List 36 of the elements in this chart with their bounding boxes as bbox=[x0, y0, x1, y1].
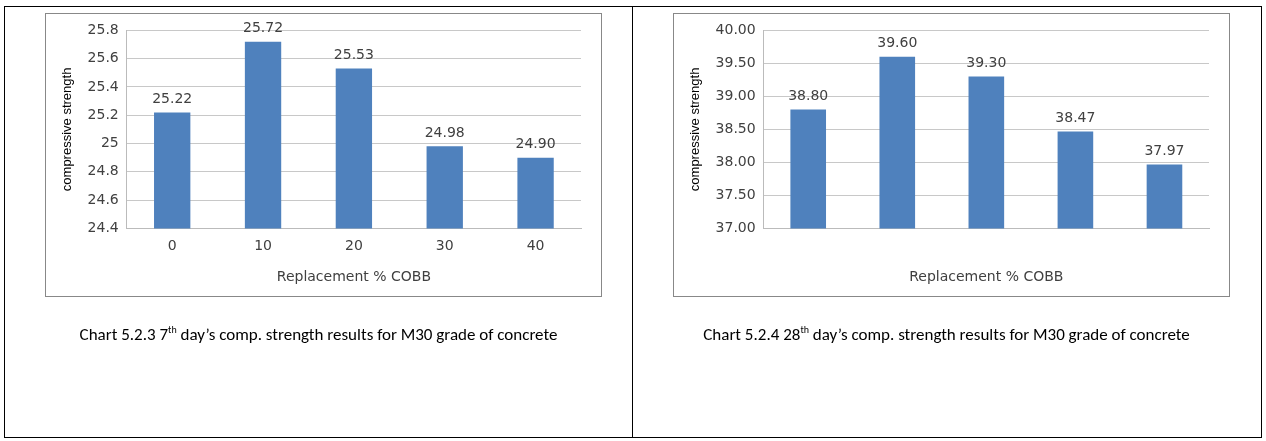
y-tick-label: 24.8 bbox=[87, 162, 119, 179]
x-axis-title: Replacement % COBB bbox=[276, 268, 431, 285]
y-tick-label: 37.50 bbox=[715, 186, 756, 203]
y-axis-title: compressive strength bbox=[687, 67, 703, 192]
y-tick-label: 24.6 bbox=[87, 190, 119, 207]
data-label: 39.60 bbox=[877, 34, 918, 51]
data-label: 38.80 bbox=[788, 87, 829, 104]
y-axis-title: compressive strength bbox=[59, 67, 75, 192]
x-axis-title: Replacement % COBB bbox=[909, 268, 1064, 285]
data-label: 24.90 bbox=[515, 135, 556, 152]
y-tick-label: 25.4 bbox=[87, 77, 119, 94]
caption: Chart 5.2.3 7$^{th}$ day’s comp. strength results for M30 grade of concrete bbox=[78, 322, 559, 347]
y-tick-label: 37.00 bbox=[715, 219, 756, 236]
data-label: 25.22 bbox=[152, 90, 193, 107]
data-label: 38.47 bbox=[1055, 109, 1096, 126]
y-tick-label: 40.00 bbox=[715, 21, 756, 38]
data-label: 25.72 bbox=[242, 19, 284, 36]
y-tick-label: 38.50 bbox=[715, 120, 756, 137]
data-label: 37.97 bbox=[1144, 142, 1185, 159]
data-label: 25.53 bbox=[333, 46, 374, 63]
data-label: 39.30 bbox=[966, 54, 1007, 71]
x-tick-label: 40 bbox=[526, 237, 545, 254]
y-tick-label: 38.00 bbox=[715, 153, 756, 170]
x-tick-label: 30 bbox=[435, 237, 454, 254]
x-tick-label: 20 bbox=[344, 237, 363, 254]
caption: Chart 5.2.4 28$^{th}$ day’s comp. strength results for M30 grade of concrete bbox=[702, 322, 1191, 347]
y-tick-label: 25.2 bbox=[87, 105, 119, 122]
y-tick-label: 25.8 bbox=[87, 21, 119, 38]
y-tick-label: 39.50 bbox=[715, 54, 756, 71]
data-label: 24.98 bbox=[424, 124, 465, 141]
x-tick-label: 10 bbox=[254, 237, 272, 254]
y-tick-label: 25.6 bbox=[87, 49, 119, 66]
y-tick-label: 25 bbox=[100, 134, 119, 151]
y-tick-label: 39.00 bbox=[715, 87, 756, 104]
x-tick-label: 0 bbox=[167, 237, 177, 254]
y-tick-label: 24.4 bbox=[87, 219, 119, 236]
